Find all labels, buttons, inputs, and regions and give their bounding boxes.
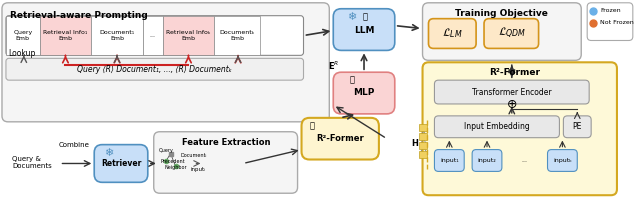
Text: ❄: ❄ <box>104 148 114 158</box>
Text: Input Embedding: Input Embedding <box>464 122 530 131</box>
FancyBboxPatch shape <box>333 72 395 114</box>
FancyBboxPatch shape <box>163 16 214 55</box>
FancyBboxPatch shape <box>6 16 40 55</box>
FancyBboxPatch shape <box>40 16 92 55</box>
FancyBboxPatch shape <box>301 118 379 160</box>
FancyBboxPatch shape <box>214 16 260 55</box>
Text: $\mathcal{L}_{LM}$: $\mathcal{L}_{LM}$ <box>442 27 463 40</box>
Text: Documentₖ
Emb: Documentₖ Emb <box>220 30 255 41</box>
Text: inputₖ: inputₖ <box>553 158 572 163</box>
Text: 🔥: 🔥 <box>349 76 355 85</box>
Text: Retrieval Infoₖ
Emb: Retrieval Infoₖ Emb <box>166 30 211 41</box>
Text: Query &
Documents: Query & Documents <box>12 156 52 169</box>
Bar <box>419 142 426 149</box>
FancyBboxPatch shape <box>587 3 633 40</box>
Text: Retriever: Retriever <box>101 159 141 168</box>
FancyBboxPatch shape <box>94 145 148 182</box>
FancyBboxPatch shape <box>547 150 577 171</box>
Text: MLP: MLP <box>353 88 374 97</box>
Text: R²-Former: R²-Former <box>316 134 364 143</box>
FancyBboxPatch shape <box>6 16 303 55</box>
Text: Transformer Encoder: Transformer Encoder <box>472 88 552 97</box>
Bar <box>419 133 426 140</box>
Text: Not Frozen: Not Frozen <box>600 20 634 25</box>
FancyBboxPatch shape <box>2 3 330 122</box>
Text: R²-Former: R²-Former <box>490 68 540 77</box>
FancyBboxPatch shape <box>429 19 476 48</box>
FancyBboxPatch shape <box>435 116 559 138</box>
Text: Training Objective: Training Objective <box>456 9 548 18</box>
Text: inputᵢ: inputᵢ <box>191 167 206 173</box>
Text: ❄: ❄ <box>348 12 357 22</box>
FancyBboxPatch shape <box>484 19 539 48</box>
Text: Frozen: Frozen <box>600 8 621 13</box>
FancyBboxPatch shape <box>472 150 502 171</box>
Text: Neighbor: Neighbor <box>164 165 188 170</box>
Text: Feature Extraction: Feature Extraction <box>182 138 270 147</box>
FancyBboxPatch shape <box>422 62 617 195</box>
Text: Documentᵢ: Documentᵢ <box>180 153 207 158</box>
Text: $\mathbf{H}$: $\mathbf{H}$ <box>410 137 419 148</box>
FancyBboxPatch shape <box>422 3 581 60</box>
Bar <box>419 124 426 131</box>
Text: $\oplus$: $\oplus$ <box>506 99 518 111</box>
FancyBboxPatch shape <box>154 132 298 193</box>
Text: Query
Emb: Query Emb <box>13 30 33 41</box>
Text: Retrieval Info₁
Emb: Retrieval Info₁ Emb <box>44 30 88 41</box>
Text: Query ⟨R⟩ Document₁, ..., ⟨R⟩ Documentₖ: Query ⟨R⟩ Document₁, ..., ⟨R⟩ Documentₖ <box>77 65 232 74</box>
Text: input₂: input₂ <box>477 158 497 163</box>
Text: Precedent: Precedent <box>161 159 186 164</box>
Text: ...: ... <box>522 158 528 163</box>
Bar <box>419 151 426 158</box>
Text: 🔥: 🔥 <box>310 121 315 130</box>
Text: LLM: LLM <box>354 26 374 35</box>
FancyBboxPatch shape <box>6 58 303 80</box>
FancyBboxPatch shape <box>435 150 464 171</box>
Text: ...: ... <box>150 33 156 38</box>
FancyBboxPatch shape <box>143 16 163 55</box>
Text: $\mathbf{E}^R$: $\mathbf{E}^R$ <box>328 60 339 72</box>
FancyBboxPatch shape <box>92 16 143 55</box>
Text: PE: PE <box>573 122 582 131</box>
Text: Combine: Combine <box>59 142 90 148</box>
Text: Query: Query <box>159 148 174 153</box>
FancyBboxPatch shape <box>435 80 589 104</box>
Text: input₁: input₁ <box>440 158 459 163</box>
FancyBboxPatch shape <box>333 9 395 50</box>
Text: 🔥: 🔥 <box>362 12 367 21</box>
Text: Document₁
Emb: Document₁ Emb <box>99 30 134 41</box>
Text: Lookup: Lookup <box>8 49 35 58</box>
Text: $\mathcal{L}_{QDM}$: $\mathcal{L}_{QDM}$ <box>497 26 526 41</box>
FancyBboxPatch shape <box>563 116 591 138</box>
Text: Retrieval-aware Prompting: Retrieval-aware Prompting <box>10 11 148 20</box>
